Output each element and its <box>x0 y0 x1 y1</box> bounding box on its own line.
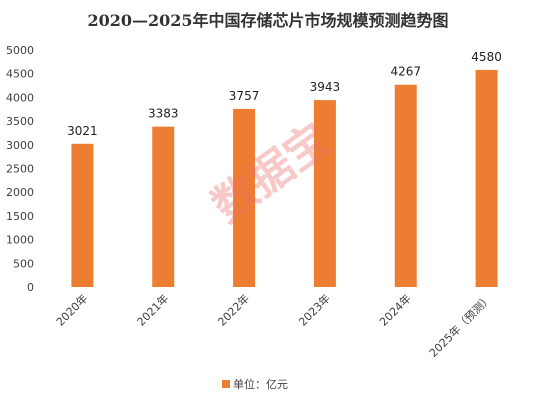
chart-title: 2020—2025年中国存储芯片市场规模预测趋势图 <box>87 11 448 30</box>
y-tick-label: 4500 <box>6 68 34 81</box>
x-tick-label: 2022年 <box>215 291 252 328</box>
data-label: 3943 <box>310 80 341 94</box>
bar <box>394 84 417 287</box>
x-tick-label: 2023年 <box>296 291 333 328</box>
x-axis: 2020年 2021年 2022年 2023年 2024年 2025年（预测） <box>53 291 495 360</box>
y-tick-label: 1000 <box>6 234 34 247</box>
y-tick-label: 4000 <box>6 91 34 104</box>
legend-label: 单位：亿元 <box>233 377 288 391</box>
y-tick-label: 2000 <box>6 186 34 199</box>
bar <box>152 126 175 287</box>
y-tick-label: 2500 <box>6 163 34 176</box>
data-label: 3757 <box>229 89 260 103</box>
data-label: 4267 <box>390 65 421 79</box>
data-label: 3021 <box>67 124 98 138</box>
y-tick-label: 3000 <box>6 139 34 152</box>
y-tick-label: 1500 <box>6 210 34 223</box>
bar <box>313 100 336 287</box>
data-label: 4580 <box>471 50 502 64</box>
legend: 单位：亿元 <box>222 377 288 391</box>
x-tick-label: 2025年（预测） <box>426 291 495 360</box>
y-axis: 0 500 1000 1500 2000 2500 3000 3500 4000 4500 5000 <box>6 44 34 294</box>
bar <box>233 108 256 287</box>
data-label: 3383 <box>148 107 179 121</box>
x-tick-label: 2024年 <box>376 291 413 328</box>
y-tick-label: 500 <box>13 257 34 270</box>
y-tick-label: 5000 <box>6 44 34 57</box>
bar <box>475 69 498 288</box>
y-tick-label: 3500 <box>6 115 34 128</box>
legend-swatch <box>222 380 230 388</box>
y-tick-label: 0 <box>27 281 34 294</box>
bars-group: 3021 3383 3757 3943 4267 4580 <box>67 50 502 288</box>
x-tick-label: 2020年 <box>53 291 90 328</box>
bar <box>71 143 94 287</box>
x-tick-label: 2021年 <box>134 291 171 328</box>
